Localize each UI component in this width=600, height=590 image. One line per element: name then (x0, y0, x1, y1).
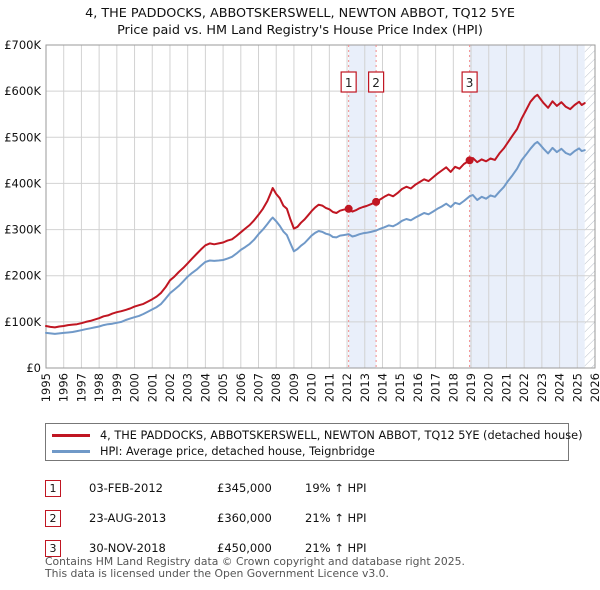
footer-line-1: Contains HM Land Registry data © Crown c… (45, 555, 465, 568)
sale-row-1: 1 03-FEB-2012 £345,000 19% ↑ HPI (45, 473, 585, 503)
y-axis-tick-label: £200K (4, 269, 41, 283)
license-footer: Contains HM Land Registry data © Crown c… (45, 556, 465, 579)
sale-price-1: £345,000 (217, 481, 272, 495)
plot-frame (45, 44, 596, 369)
x-axis-tick-label: 2013 (358, 373, 372, 402)
footer-line-2: This data is licensed under the Open Gov… (45, 566, 389, 580)
property-line-sample (52, 433, 90, 437)
sale-date-2: 23-AUG-2013 (89, 511, 167, 525)
x-axis-tick-label: 2022 (517, 373, 531, 402)
x-axis-tick-label: 2008 (269, 373, 283, 402)
sale-price-3: £450,000 (217, 541, 272, 555)
x-axis-tick-label: 2016 (411, 373, 425, 402)
sale-hpi-delta-3: 21% ↑ HPI (305, 541, 367, 555)
legend-label-property: 4, THE PADDOCKS, ABBOTSKERSWELL, NEWTON … (100, 428, 583, 442)
x-axis-tick-label: 2017 (429, 373, 443, 402)
sale-dot-1 (344, 204, 353, 213)
sale-row-3: 3 30-NOV-2018 £450,000 21% ↑ HPI (45, 533, 585, 563)
sale-marker-box-3 (461, 71, 478, 93)
x-axis-tick-label: 2010 (305, 373, 319, 402)
page-title: 4, THE PADDOCKS, ABBOTSKERSWELL, NEWTON … (85, 6, 515, 21)
y-axis-tick-label: £100K (4, 315, 41, 329)
price-history-chart: £0 £100K £200K £300K £400K £500K £600K £700K 199… (4, 38, 600, 402)
y-axis-tick-label: £400K (4, 176, 41, 190)
hpi-line-sample (52, 449, 90, 453)
sale-date-3: 30-NOV-2018 (89, 541, 166, 555)
x-axis-tick-label: 2021 (499, 373, 513, 402)
x-axis-tick-label: 1997 (74, 373, 88, 402)
legend-row-hpi: HPI: Average price, detached house, Teig… (46, 443, 568, 459)
x-axis-tick-label: 1995 (39, 373, 53, 402)
page-subtitle: Price paid vs. HM Land Registry's House … (117, 23, 483, 38)
x-axis-tick-label: 1996 (57, 373, 71, 402)
y-axis-tick-label: £500K (4, 130, 41, 144)
x-axis-tick-label: 2023 (535, 373, 549, 402)
sale-hpi-delta-2: 21% ↑ HPI (305, 511, 367, 525)
x-axis-tick-label: 2007 (252, 373, 266, 402)
x-axis-tick-label: 2002 (163, 373, 177, 402)
x-axis-tick-label: 2001 (145, 373, 159, 402)
sales-table: 1 03-FEB-2012 £345,000 19% ↑ HPI 2 23-AU… (45, 473, 585, 563)
y-axis-tick-label: £300K (4, 223, 41, 237)
sale-row-2: 2 23-AUG-2013 £360,000 21% ↑ HPI (45, 503, 585, 533)
property-price-line (45, 93, 586, 329)
sale-number-badge-1: 1 (45, 479, 61, 497)
sale-number-badge-2: 2 (45, 509, 61, 527)
sale-dot-3 (465, 156, 474, 165)
sale-marker-label-2: 2 (372, 76, 380, 90)
legend-row-property: 4, THE PADDOCKS, ABBOTSKERSWELL, NEWTON … (46, 427, 583, 443)
x-axis-tick-label: 2009 (287, 373, 301, 402)
chart-legend: 4, THE PADDOCKS, ABBOTSKERSWELL, NEWTON … (45, 423, 583, 461)
x-axis-tick-label: 2026 (588, 373, 600, 402)
sale-marker-box-2 (368, 71, 385, 93)
x-axis-tick-label: 2004 (198, 373, 212, 402)
y-axis-tick-label: £600K (4, 84, 41, 98)
sale-price-2: £360,000 (217, 511, 272, 525)
x-axis-tick-label: 2012 (340, 373, 354, 402)
x-axis-tick-label: 2006 (234, 373, 248, 402)
x-axis-tick-label: 2014 (375, 373, 389, 402)
sale-dot-2 (372, 197, 381, 206)
sale-marker-box-1 (340, 71, 357, 93)
y-axis-tick-label: £700K (4, 38, 41, 52)
sale-marker-label-1: 1 (345, 76, 353, 90)
future-hatch-region (584, 45, 595, 368)
x-axis-tick-label: 2000 (128, 373, 142, 402)
y-axis-tick-label: £0 (26, 361, 41, 375)
x-axis-tick-label: 2018 (446, 373, 460, 402)
x-axis-tick-label: 1998 (92, 373, 106, 402)
hpi-average-line (45, 140, 586, 335)
x-axis-tick-label: 2003 (181, 373, 195, 402)
x-axis-tick-label: 2015 (393, 373, 407, 402)
x-axis-tick-label: 2025 (570, 373, 584, 402)
x-axis-tick-label: 2011 (322, 373, 336, 402)
legend-label-hpi: HPI: Average price, detached house, Teig… (100, 444, 375, 458)
x-axis-tick-label: 2020 (482, 373, 496, 402)
x-axis-tick-label: 2019 (464, 373, 478, 402)
x-axis-tick-label: 1999 (110, 373, 124, 402)
sale-marker-label-3: 3 (466, 76, 474, 90)
ownership-band-2 (469, 45, 585, 368)
x-axis-tick-label: 2024 (553, 373, 567, 402)
sale-hpi-delta-1: 19% ↑ HPI (305, 481, 367, 495)
sale-number-badge-3: 3 (45, 539, 61, 557)
x-axis-tick-label: 2005 (216, 373, 230, 402)
sale-date-1: 03-FEB-2012 (89, 481, 163, 495)
